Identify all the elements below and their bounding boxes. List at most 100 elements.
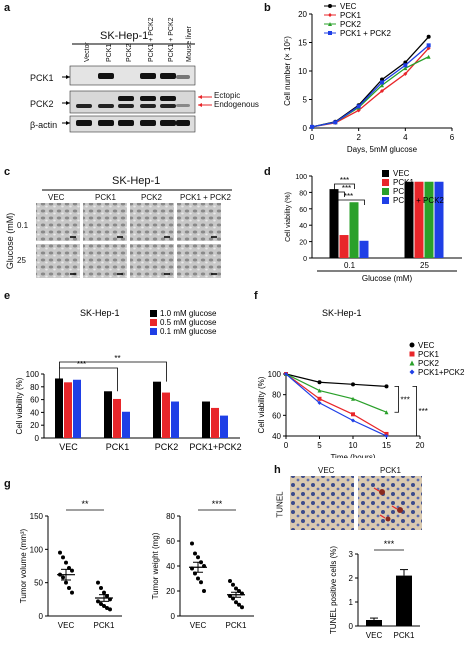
x-tick-label: 2 [356,133,361,142]
data-point [61,575,65,580]
data-point [426,54,431,59]
x-tick-label: VEC [366,631,383,640]
panel-g: g 0 50 100 150 Tumor volume (mm³) VEC PCK1 ** 0… [0,476,262,647]
data-point [351,412,355,417]
tunel-image-pck1 [358,476,422,530]
x-tick-label: VEC [190,621,207,630]
data-point [202,589,206,593]
significance-label: *** [344,192,353,201]
x-tick-label: VEC [59,442,78,452]
micro-col-vec: VEC [48,193,65,202]
x-tick-label: 0.1 [344,261,356,270]
y-axis-label: Cell viability (%) [285,192,292,242]
x-tick-label: 5 [317,441,322,450]
data-point [403,66,408,71]
data-point [61,555,65,560]
legend-label: PCK1 [340,11,361,20]
y-tick-label: 40 [166,562,175,571]
data-point [228,579,232,583]
micro-grid [36,203,221,278]
data-point [356,104,361,109]
data-point [196,555,200,560]
panel-label-e: e [4,290,11,302]
y-axis-label: TUNEL positive cells (%) [329,546,338,635]
chart-h: 0 1 2 3 TUNEL positive cells (%) VEC PCK1 *** [329,539,420,640]
legend-swatch [150,310,157,317]
x-axis-label: Time (hours) [330,453,375,458]
y-tick-label: 0 [303,256,307,263]
panel-label-g: g [4,478,11,490]
micro-title: SK-Hep-1 [112,175,161,187]
y-tick-label: 80 [299,190,307,197]
x-tick-label: 25 [420,261,429,270]
bar [64,382,72,438]
panel-f: f 40 60 80 100 0 5 10 15 20 Cell viability (%) Tim… [252,288,474,462]
bar [396,575,412,626]
data-point [96,599,100,604]
data-point [190,541,194,546]
data-point [234,600,238,605]
significance-bracket [394,386,399,413]
panel-label-b: b [264,2,271,14]
x-tick-label: 20 [416,441,425,450]
micro-row-01: 0.1 [17,221,29,230]
data-point [99,602,103,606]
y-tick-label: 15 [298,39,307,48]
bar [329,189,339,258]
bar [220,415,228,438]
legend-label: VEC [418,341,435,350]
bar [349,202,359,258]
significance-bracket [334,183,355,190]
bar [122,411,130,438]
legend-label: PCK2 [393,187,414,196]
y-axis-label: Cell viability (%) [257,376,266,433]
x-tick-label: PCK1+PCK2 [189,442,241,452]
y-tick-label: 20 [299,240,307,247]
data-point [317,380,322,385]
data-point [317,388,322,393]
annotation-endogenous: Endogenous [214,100,259,109]
legend-label: PCK2 [418,359,439,368]
data-point [196,576,200,581]
y-tick-label: 0 [303,124,308,133]
panel-label-a: a [4,2,11,14]
legend-swatch [382,179,389,186]
y-axis-label: Cell number (× 10⁵) [283,36,292,106]
data-point [67,586,71,590]
x-tick-label: PCK1 [226,621,247,630]
bar [162,392,170,438]
blot-image [62,65,212,133]
data-point [284,372,288,376]
x-tick-label: 10 [349,441,358,450]
chart-g2: 0 20 40 60 80 Tumor weight (mg) VEC PCK1 *** [151,499,254,630]
legend-label: VEC [393,169,410,178]
legend-label: PCK1+PCK2 [418,368,465,377]
data-point [403,63,408,68]
legend-label: PCK1 [418,350,439,359]
y-tick-label: 60 [166,537,175,546]
y-tick-label: 80 [272,391,281,400]
y-tick-label: 1 [349,598,354,607]
significance-label: ** [81,499,89,509]
x-tick-label: PCK1 [94,621,115,630]
x-tick-label: 6 [450,133,455,142]
legend-label: PCK1 + PCK2 [340,29,391,38]
data-point [237,602,241,607]
legend-swatch [382,188,389,195]
significance-label: *** [401,395,410,404]
x-tick-label: 15 [382,441,391,450]
micro-row-25: 25 [17,256,26,265]
x-tick-label: PCK1 [106,442,130,452]
data-point [333,120,338,125]
legend-label: 1.0 mM glucose [160,309,217,318]
series-line [311,36,430,128]
bar [434,181,444,258]
significance-bracket [412,386,417,437]
bar [359,240,369,258]
data-point [384,434,389,438]
legend-marker [409,369,415,375]
legend-label: 0.1 mM glucose [160,327,217,336]
bar [104,391,112,438]
